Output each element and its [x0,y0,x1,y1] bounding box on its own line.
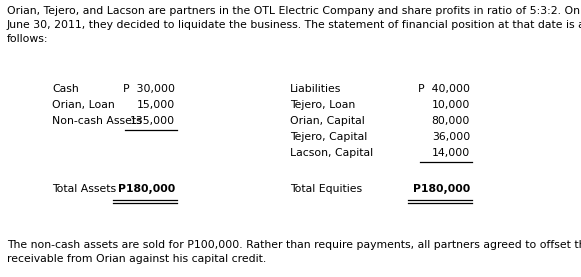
Text: P  40,000: P 40,000 [418,84,470,94]
Text: Total Equities: Total Equities [290,184,362,194]
Text: 14,000: 14,000 [432,148,470,158]
Text: Liabilities: Liabilities [290,84,342,94]
Text: Cash: Cash [52,84,79,94]
Text: Total Assets: Total Assets [52,184,116,194]
Text: Lacson, Capital: Lacson, Capital [290,148,373,158]
Text: 36,000: 36,000 [432,132,470,142]
Text: P  30,000: P 30,000 [123,84,175,94]
Text: Orian, Tejero, and Lacson are partners in the OTL Electric Company and share pro: Orian, Tejero, and Lacson are partners i… [7,6,581,44]
Text: Non-cash Assets: Non-cash Assets [52,116,142,126]
Text: The non-cash assets are sold for P100,000. Rather than require payments, all par: The non-cash assets are sold for P100,00… [7,240,581,264]
Text: 15,000: 15,000 [137,100,175,110]
Text: Tejero, Loan: Tejero, Loan [290,100,355,110]
Text: Orian, Loan: Orian, Loan [52,100,115,110]
Text: P180,000: P180,000 [413,184,470,194]
Text: Orian, Capital: Orian, Capital [290,116,365,126]
Text: 10,000: 10,000 [432,100,470,110]
Text: Tejero, Capital: Tejero, Capital [290,132,367,142]
Text: 135,000: 135,000 [130,116,175,126]
Text: P180,000: P180,000 [118,184,175,194]
Text: 80,000: 80,000 [432,116,470,126]
